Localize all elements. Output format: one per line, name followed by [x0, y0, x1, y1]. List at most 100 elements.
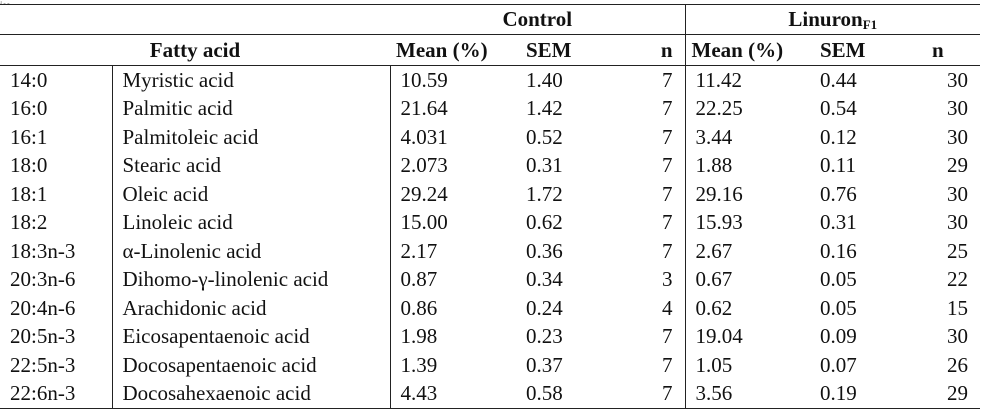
fatty-acid-table: Control LinuronF1 Fatty acid Mean (%) SE…	[0, 4, 981, 409]
cell-linuron-n: 30	[947, 67, 969, 92]
cell-control-n: 7	[662, 67, 673, 92]
col-header-linuron-mean: Mean (%)	[684, 34, 814, 66]
table-row: 20:3n-6 Dihomo-γ-linolenic acid 0.87 0.34 3 0…	[0, 265, 980, 294]
group-header-linuron: LinuronF1	[684, 4, 981, 35]
cell-control-sem: 0.62	[526, 210, 563, 235]
header-spacer	[0, 4, 390, 35]
cell-control-n: 4	[662, 295, 673, 320]
table-row: 18:0 Stearic acid 2.073 0.31 7 1.88 0.11 29	[0, 151, 980, 180]
cell-linuron-n: 22	[947, 267, 969, 292]
cell-linuron-n: 15	[947, 295, 969, 320]
cell-code: 20:5n-3	[10, 324, 76, 349]
group-header-row: Control LinuronF1	[0, 4, 981, 35]
cell-code: 20:4n-6	[10, 295, 76, 320]
cell-control-mean: 2.17	[389, 237, 520, 266]
cell-linuron-n: 25	[947, 238, 969, 263]
cell-name: Docosapentaenoic acid	[111, 351, 390, 380]
cell-linuron-sem: 0.44	[820, 67, 857, 92]
cell-linuron-sem: 0.31	[820, 210, 857, 235]
cell-control-mean: 29.24	[389, 180, 520, 209]
cell-linuron-n: 29	[926, 379, 981, 409]
group-label-control: Control	[502, 7, 573, 31]
group-label-linuron: Linuron	[788, 6, 863, 31]
cell-linuron-sem: 0.07	[820, 352, 857, 377]
cell-name: α-Linolenic acid	[111, 237, 390, 266]
cell-control-mean: 0.87	[389, 265, 520, 294]
table-row: 18:3n-3 α-Linolenic acid 2.17 0.36 7 2.67 0.16…	[0, 237, 980, 266]
col-header-linuron-n: n	[926, 34, 981, 66]
cell-linuron-sem: 0.09	[820, 324, 857, 349]
cell-control-n: 3	[662, 267, 673, 292]
cell-control-n: 7	[620, 379, 685, 409]
cell-linuron-mean: 0.67	[684, 265, 814, 294]
cell-code: 14:0	[10, 67, 48, 92]
cell-name: Linoleic acid	[111, 208, 390, 237]
table-row: 20:4n-6 Arachidonic acid 0.86 0.24 4 0.62 0.05…	[0, 294, 980, 323]
cell-control-mean: 1.39	[389, 351, 520, 380]
cell-code: 16:0	[10, 96, 48, 121]
cell-name: Dihomo-γ-linolenic acid	[111, 265, 390, 294]
cropped-caption-remnant: ies.	[0, 0, 13, 6]
cell-control-sem: 0.23	[526, 324, 563, 349]
cell-linuron-n: 30	[947, 181, 969, 206]
cell-linuron-mean: 3.56	[684, 379, 814, 409]
cell-linuron-mean: 1.05	[684, 351, 814, 380]
cell-control-mean: 10.59	[389, 65, 520, 95]
cell-control-n: 7	[662, 181, 673, 206]
col-header-control-mean: Mean (%)	[390, 34, 520, 66]
cell-linuron-mean: 15.93	[684, 208, 814, 237]
cell-control-n: 7	[662, 153, 673, 178]
cell-control-mean: 15.00	[389, 208, 520, 237]
cell-control-sem: 0.24	[526, 295, 563, 320]
group-label-linuron-subscript: F1	[862, 16, 878, 32]
table-row: 22:6n-3 Docosahexaenoic acid 4.43 0.58 7 3.56…	[0, 379, 981, 409]
cell-control-sem: 0.31	[526, 153, 563, 178]
col-header-fatty-acid: Fatty acid	[0, 34, 390, 66]
table-row: 22:5n-3 Docosapentaenoic acid 1.39 0.37 7 1.0…	[0, 351, 980, 380]
cell-linuron-mean: 3.44	[684, 123, 814, 152]
cell-code: 18:2	[10, 210, 48, 235]
cell-linuron-sem: 0.76	[820, 181, 857, 206]
cell-linuron-sem: 0.16	[820, 238, 857, 263]
cell-linuron-sem: 0.05	[820, 295, 857, 320]
table-row: 16:0 Palmitic acid 21.64 1.42 7 22.25 0.54 30	[0, 94, 980, 123]
cell-code: 18:0	[10, 153, 48, 178]
cell-control-n: 7	[662, 238, 673, 263]
cell-control-mean: 1.98	[389, 322, 520, 351]
table-row: 20:5n-3 Eicosapentaenoic acid 1.98 0.23 7 19.…	[0, 322, 980, 351]
cell-linuron-n: 30	[947, 124, 969, 149]
cell-control-mean: 2.073	[389, 151, 520, 180]
col-header-control-sem: SEM	[520, 34, 620, 66]
cell-control-mean: 21.64	[389, 94, 520, 123]
column-header-row: Fatty acid Mean (%) SEM n Mean (%) SEM n	[0, 34, 981, 66]
cell-linuron-mean: 2.67	[684, 237, 814, 266]
cell-control-n: 7	[662, 96, 673, 121]
cell-linuron-n: 30	[947, 210, 969, 235]
table-row: 16:1 Palmitoleic acid 4.031 0.52 7 3.44 0.12 30	[0, 123, 980, 152]
group-header-control: Control	[390, 4, 685, 35]
cell-name: Oleic acid	[111, 180, 390, 209]
cell-linuron-n: 30	[947, 324, 969, 349]
col-header-control-n: n	[620, 34, 685, 66]
cell-linuron-mean: 22.25	[684, 94, 814, 123]
cell-linuron-n: 29	[947, 153, 969, 178]
cell-control-sem: 0.52	[526, 124, 563, 149]
cell-name: Eicosapentaenoic acid	[111, 322, 390, 351]
cell-linuron-sem: 0.05	[820, 267, 857, 292]
cell-control-sem: 0.37	[526, 352, 563, 377]
cell-linuron-sem: 0.19	[814, 379, 926, 409]
col-header-linuron-sem: SEM	[814, 34, 926, 66]
cell-linuron-mean: 29.16	[684, 180, 814, 209]
cell-code: 18:3n-3	[10, 238, 76, 263]
cell-name: Docosahexaenoic acid	[111, 379, 390, 409]
table-row: 18:1 Oleic acid 29.24 1.72 7 29.16 0.76 30	[0, 180, 980, 209]
cell-linuron-sem: 0.54	[820, 96, 857, 121]
cell-control-n: 7	[662, 124, 673, 149]
cell-name: Palmitoleic acid	[111, 123, 390, 152]
cell-control-sem: 0.34	[526, 267, 563, 292]
cell-control-n: 7	[662, 324, 673, 349]
table-row: 18:2 Linoleic acid 15.00 0.62 7 15.93 0.31 30	[0, 208, 980, 237]
cell-code: 20:3n-6	[10, 267, 76, 292]
cell-linuron-n: 30	[947, 96, 969, 121]
cell-code: 22:5n-3	[10, 352, 76, 377]
